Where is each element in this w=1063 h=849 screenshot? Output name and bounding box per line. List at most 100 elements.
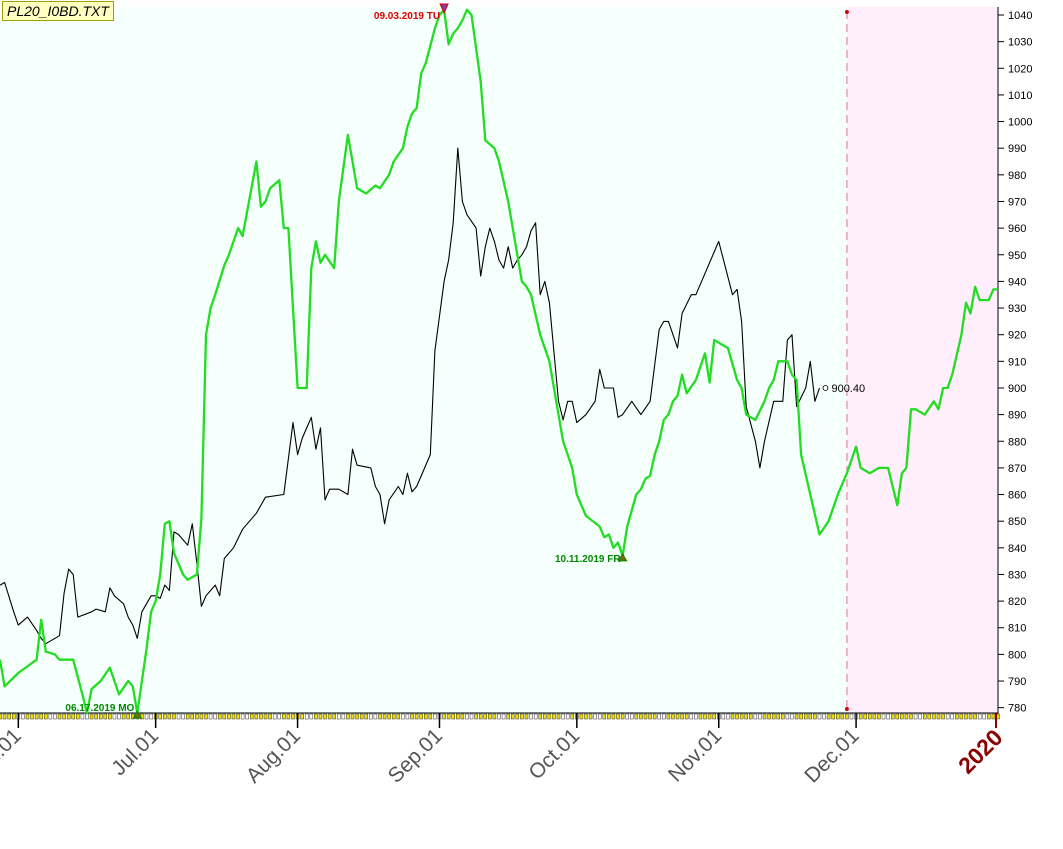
x-day-tick: [446, 713, 451, 720]
x-day-tick: [968, 713, 973, 720]
x-day-tick: [424, 713, 428, 720]
x-day-tick: [456, 713, 460, 720]
x-day-tick: [163, 713, 167, 720]
x-day-tick: [66, 713, 71, 720]
top-label: 09.03.2019 TU: [374, 11, 440, 22]
x-day-tick: [359, 713, 364, 720]
x-day-tick: [304, 713, 309, 720]
x-tick-label: Oct.01: [524, 724, 584, 784]
x-day-tick: [808, 713, 813, 720]
x-day-tick: [836, 713, 840, 720]
y-tick-label: 990: [1008, 143, 1026, 155]
x-day-tick: [190, 713, 195, 720]
x-day-tick: [831, 713, 835, 720]
x-day-tick: [625, 713, 629, 720]
y-tick-label: 880: [1008, 436, 1026, 448]
x-day-tick: [76, 713, 80, 720]
x-tick-label: Jun.01: [0, 724, 26, 785]
x-day-tick: [991, 713, 996, 720]
x-day-tick: [803, 713, 808, 720]
x-day-tick: [346, 713, 350, 720]
x-day-tick: [936, 713, 941, 720]
last-value-label: 900.40: [831, 383, 865, 395]
x-day-tick: [588, 713, 593, 720]
x-day-tick: [259, 713, 263, 720]
x-day-tick: [236, 713, 240, 720]
x-day-tick: [355, 713, 359, 720]
x-tick-label: Jul.01: [107, 724, 163, 780]
x-day-tick: [350, 713, 355, 720]
y-tick-label: 810: [1008, 623, 1026, 635]
y-tick-label: 950: [1008, 250, 1026, 262]
x-day-tick: [11, 713, 16, 720]
x-day-tick: [703, 713, 707, 720]
x-day-tick: [726, 713, 730, 720]
x-day-tick: [533, 713, 538, 720]
y-tick-label: 820: [1008, 596, 1026, 608]
x-day-tick: [552, 713, 556, 720]
x-day-tick: [547, 713, 552, 720]
x-day-tick: [309, 713, 314, 720]
y-tick-label: 1010: [1008, 90, 1032, 102]
x-day-tick: [680, 713, 684, 720]
x-day-tick: [282, 713, 286, 720]
x-day-tick: [474, 713, 478, 720]
x-day-tick: [227, 713, 231, 720]
x-day-tick: [886, 713, 890, 720]
y-tick-label: 860: [1008, 490, 1026, 502]
start-marker: [132, 709, 143, 719]
x-day-tick: [749, 713, 753, 720]
x-day-tick: [391, 713, 396, 720]
x-day-tick: [332, 713, 336, 720]
x-day-tick: [277, 713, 282, 720]
x-day-tick: [405, 713, 410, 720]
x-day-tick: [428, 713, 433, 720]
x-day-tick: [172, 713, 176, 720]
x-day-tick: [639, 713, 643, 720]
x-day-tick: [158, 713, 162, 720]
x-day-tick: [62, 713, 66, 720]
x-day-tick: [314, 713, 318, 720]
x-day-tick: [868, 713, 872, 720]
y-tick-label: 850: [1008, 516, 1026, 528]
x-day-tick: [94, 713, 98, 720]
x-day-tick: [7, 713, 11, 720]
x-day-tick: [977, 713, 982, 720]
x-day-tick: [776, 713, 781, 720]
x-day-tick: [900, 713, 904, 720]
x-day-tick: [872, 713, 877, 720]
x-day-tick: [497, 713, 501, 720]
y-tick-label: 930: [1008, 303, 1026, 315]
x-day-tick: [112, 713, 117, 720]
x-day-tick: [465, 713, 469, 720]
x-day-tick: [167, 713, 172, 720]
x-day-tick: [790, 713, 794, 720]
x-day-tick: [657, 713, 661, 720]
x-day-tick: [671, 713, 675, 720]
x-day-tick: [904, 713, 909, 720]
x-day-tick: [941, 713, 945, 720]
start-label: 06.17.2019 MO: [65, 703, 134, 714]
x-day-tick: [877, 713, 881, 720]
x-day-tick: [442, 713, 446, 720]
x-day-tick: [584, 713, 588, 720]
x-day-tick: [689, 713, 694, 720]
x-day-tick: [231, 713, 236, 720]
x-day-tick: [607, 713, 611, 720]
y-tick-label: 780: [1008, 703, 1026, 715]
x-day-tick: [611, 713, 616, 720]
x-day-tick: [602, 713, 607, 720]
x-day-tick: [337, 713, 341, 720]
x-day-tick: [721, 713, 726, 720]
x-day-tick: [2, 713, 7, 720]
y-tick-label: 960: [1008, 223, 1026, 235]
x-day-tick: [616, 713, 620, 720]
x-day-tick: [373, 713, 378, 720]
price-line: [0, 147, 821, 645]
x-day-tick: [506, 713, 510, 720]
x-day-tick: [48, 713, 53, 720]
x-day-tick: [964, 713, 968, 720]
y-tick-label: 870: [1008, 463, 1026, 475]
x-day-tick: [890, 713, 895, 720]
